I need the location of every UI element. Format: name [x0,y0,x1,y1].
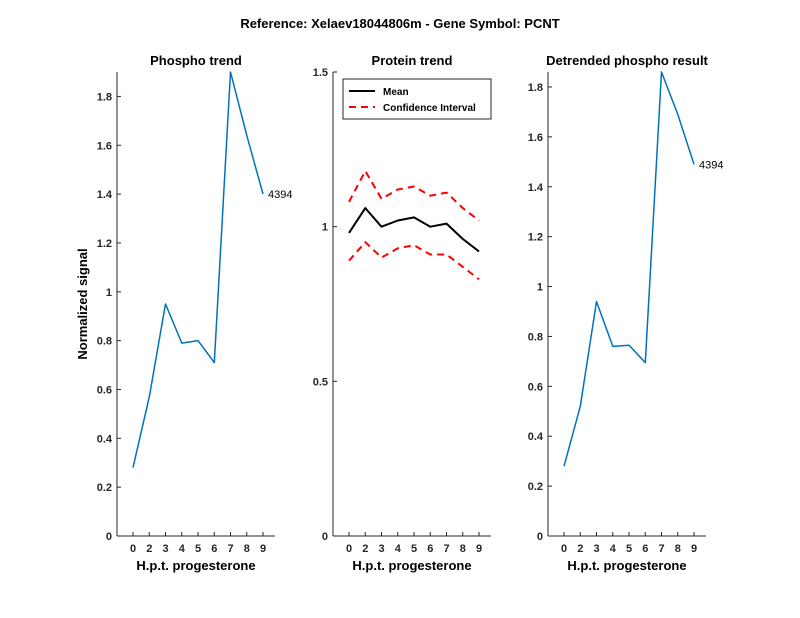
panel-detrended-x-tick-label: 0 [561,543,567,555]
panel-detrended-title: Detrended phospho result [546,53,708,68]
panel-detrended-series-line-1 [563,71,695,467]
panel-phospho-y-tick-label: 0.8 [97,336,112,348]
panel-detrended-y-tick-label: 0.6 [528,381,543,393]
panel-phospho-x-axis-label: H.p.t. progesterone [136,558,255,573]
panel-detrended-y-tick-label: 0.4 [528,431,544,443]
panel-phospho-y-tick-label: 0 [106,531,112,543]
panel-detrended-x-tick-label: 5 [626,543,632,555]
panel-phospho-x-tick-label: 3 [162,543,168,555]
panel-phospho-y-tick-label: 1 [106,287,112,299]
figure-suptitle: Reference: Xelaev18044806m - Gene Symbol… [240,16,559,31]
panel-protein-x-tick-label: 4 [395,543,402,555]
panel-protein-x-tick-label: 2 [362,543,368,555]
panel-phospho-annotation: 4394 [268,189,292,201]
panel-protein-legend-label-1: Mean [383,87,409,98]
panel-protein-y-tick-label: 1 [322,222,328,234]
panel-protein-title: Protein trend [372,53,453,68]
panel-phospho-y-tick-label: 1.4 [97,189,113,201]
panel-phospho-series-line-1 [132,71,264,468]
panel-detrended-y-tick-label: 1.8 [528,82,543,94]
panel-phospho-x-tick-label: 5 [195,543,201,555]
panel-detrended-x-tick-label: 7 [658,543,664,555]
panel-detrended-y-tick-label: 0.2 [528,481,543,493]
panel-detrended-y-tick-label: 1.6 [528,132,543,144]
panel-protein-series-line-2 [348,170,480,222]
panel-protein-y-tick-label: 1.5 [313,67,328,79]
panel-phospho-y-tick-label: 1.8 [97,91,112,103]
panel-detrended-y-tick-label: 0.8 [528,331,543,343]
panel-detrended-x-tick-label: 9 [691,543,697,555]
panel-phospho-x-tick-label: 9 [260,543,266,555]
panel-phospho-y-axis-label: Normalized signal [75,248,90,359]
panel-protein-series-line-3 [348,241,480,281]
panel-detrended-y-tick-label: 1.4 [528,182,544,194]
panel-protein-x-axis-label: H.p.t. progesterone [352,558,471,573]
panel-protein-x-tick-label: 5 [411,543,417,555]
panel-detrended-annotation: 4394 [699,159,723,171]
panel-protein-x-tick-label: 3 [378,543,384,555]
panel-detrended-x-tick-label: 4 [610,543,617,555]
panel-protein-series-line-1 [348,207,480,253]
panel-phospho-y-tick-label: 0.2 [97,482,112,494]
panel-protein-x-tick-label: 9 [476,543,482,555]
panel-phospho-y-tick-label: 1.6 [97,140,112,152]
panel-phospho-y-tick-label: 0.6 [97,384,112,396]
panel-phospho-x-tick-label: 6 [211,543,217,555]
panel-phospho-title: Phospho trend [150,53,242,68]
panel-detrended-x-tick-label: 3 [593,543,599,555]
panel-phospho-x-tick-label: 4 [179,543,186,555]
panel-detrended-x-axis-label: H.p.t. progesterone [567,558,686,573]
panel-detrended-x-tick-label: 8 [675,543,681,555]
panel-protein-x-tick-label: 7 [443,543,449,555]
panel-protein-legend-box [342,78,492,120]
panel-phospho-x-tick-label: 2 [146,543,152,555]
panel-phospho-x-tick-label: 8 [244,543,250,555]
panel-protein-x-tick-label: 6 [427,543,433,555]
panel-detrended-x-tick-label: 6 [642,543,648,555]
panel-phospho-y-tick-label: 0.4 [97,433,113,445]
panel-protein-x-tick-label: 0 [346,543,352,555]
panel-protein-y-tick-label: 0 [322,531,328,543]
panel-protein-y-tick-label: 0.5 [313,376,328,388]
panel-protein-x-tick-label: 8 [460,543,466,555]
panel-phospho-x-tick-label: 0 [130,543,136,555]
panel-detrended-y-tick-label: 0 [537,531,543,543]
panel-protein-legend-label-2: Confidence Interval [383,103,476,114]
panel-phospho-x-tick-label: 7 [227,543,233,555]
panel-phospho-y-tick-label: 1.2 [97,238,112,250]
panel-detrended-y-tick-label: 1.2 [528,232,543,244]
panel-detrended-x-tick-label: 2 [577,543,583,555]
panel-detrended-y-tick-label: 1 [537,282,543,294]
